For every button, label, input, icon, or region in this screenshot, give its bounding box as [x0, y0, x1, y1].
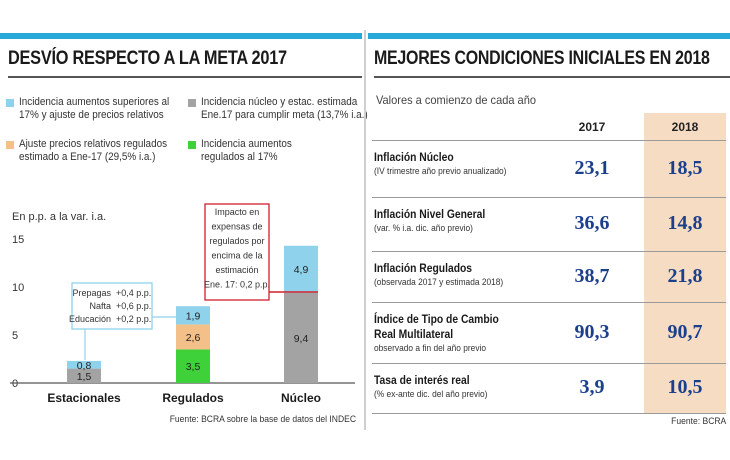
value-2018: 14,8 — [667, 212, 703, 234]
indicator-note: (var. % i.a. dic. año previo) — [374, 223, 473, 234]
legend-swatch — [6, 141, 14, 149]
value-2018: 21,8 — [667, 264, 703, 287]
data-label: 9,4 — [294, 333, 309, 345]
data-label: 1,9 — [186, 310, 201, 322]
col-header-2018: 2018 — [671, 120, 699, 134]
stacked-bar-chart: En p.p. a la var. i.a. 0 5 10 15 1,5 9,4 3,5 2,6… — [10, 203, 355, 405]
legend-item-superiores: Incidencia aumentos superiores al 17% y … — [6, 96, 186, 122]
row-divider — [372, 197, 726, 198]
callout-item-value: +0,2 p.p. — [116, 314, 151, 324]
y-tick-label: 5 — [12, 330, 18, 342]
impact-note-line: expensas de — [211, 222, 262, 232]
impact-note-line: regulados por — [209, 236, 264, 246]
indicator-label: Inflación Núcleo — [374, 150, 454, 164]
value-2017: 3,9 — [579, 376, 605, 398]
left-title: DESVÍO RESPECTO A LA META 2017 — [8, 48, 287, 69]
panel-divider — [364, 30, 366, 430]
right-source: Fuente: BCRA — [670, 416, 726, 427]
legend-swatch — [188, 99, 196, 107]
category-label: Regulados — [162, 391, 224, 405]
right-title: MEJORES CONDICIONES INICIALES EN 2018 — [374, 48, 710, 69]
bar-segment — [176, 349, 210, 383]
value-2017: 38,7 — [574, 264, 610, 287]
legend-line: regulados al 17% — [201, 151, 278, 163]
bar-segment — [284, 245, 318, 293]
indicator-label: Inflación Regulados — [374, 261, 473, 275]
y-axis-title: En p.p. a la var. i.a. — [12, 211, 106, 223]
row-divider — [372, 413, 726, 414]
indicator-note: (observada 2017 y estimada 2018) — [374, 277, 504, 288]
callout-item-name: Educación — [69, 314, 111, 324]
callout-item-value: +0,4 p.p. — [116, 288, 151, 298]
indicator-label: Real Multilateral — [374, 327, 454, 341]
bar-segment — [284, 292, 318, 383]
impact-note-line: Impacto en — [215, 207, 260, 217]
legend-swatch — [6, 99, 14, 107]
category-label: Núcleo — [281, 391, 321, 405]
y-tick-label: 0 — [12, 378, 18, 390]
data-label: 4,9 — [294, 264, 309, 276]
table-subtitle: Valores a comienzo de cada año — [376, 93, 536, 107]
value-2017: 90,3 — [574, 320, 610, 343]
impact-note-line: Ene. 17: 0,2 p.p. — [204, 280, 270, 290]
row-divider — [372, 140, 726, 141]
value-2018: 90,7 — [667, 320, 703, 343]
callout-item-name: Nafta — [89, 301, 111, 311]
y-tick-label: 10 — [12, 282, 24, 294]
title-rule — [374, 76, 730, 78]
indicator-label: Índice de Tipo de Cambio — [374, 312, 499, 326]
bar-segment — [176, 324, 210, 350]
y-tick-label: 15 — [12, 234, 24, 246]
data-label: 2,6 — [186, 332, 201, 344]
legend-line: Incidencia núcleo y estac. estimada — [201, 96, 358, 108]
bar-segment — [67, 360, 101, 369]
data-label: 1,5 — [77, 371, 92, 383]
value-2018: 10,5 — [667, 376, 703, 398]
bar-segment — [176, 306, 210, 325]
category-label: Estacionales — [47, 391, 121, 405]
callout-item-name: Prepagas — [72, 288, 111, 298]
value-2017: 36,6 — [574, 212, 610, 234]
left-source: Fuente: BCRA sobre la base de datos del … — [169, 414, 356, 425]
value-2018: 18,5 — [667, 156, 703, 179]
data-label: 0,8 — [77, 360, 92, 372]
callout-item-value: +0,6 p.p. — [116, 301, 151, 311]
legend-item-ajuste: Ajuste precios relativos regulados estim… — [6, 138, 183, 164]
legend-label: Incidencia aumentos superiores al 17% y … — [19, 96, 169, 122]
title-rule — [8, 76, 362, 78]
impact-note-box — [204, 203, 270, 301]
col-header-2017: 2017 — [578, 120, 606, 134]
indicator-note: observado a fin del año previo — [374, 343, 487, 354]
indicator-label: Inflación Nivel General — [374, 207, 486, 221]
row-divider — [372, 363, 726, 364]
legend-line: 17% y ajuste de precios relativos — [19, 109, 164, 121]
legend-item-nucleo: Incidencia núcleo y estac. estimada Ene.… — [188, 96, 386, 122]
accent-bar — [0, 33, 362, 39]
legend-line: Ajuste precios relativos regulados — [19, 138, 168, 150]
legend-label: Ajuste precios relativos regulados estim… — [19, 138, 167, 164]
legend-swatch — [188, 141, 196, 149]
impact-note-line: estimación — [215, 265, 258, 275]
legend-item-regulados: Incidencia aumentos regulados al 17% — [188, 138, 302, 164]
callout-box — [71, 282, 153, 330]
indicator-label: Tasa de interés real — [374, 373, 470, 387]
accent-bar — [368, 33, 730, 39]
value-2017: 23,1 — [574, 156, 610, 179]
indicator-note: (% ex-ante dic. del año previo) — [374, 389, 488, 400]
data-label: 3,5 — [186, 361, 201, 373]
legend-line: Incidencia aumentos superiores al — [19, 96, 170, 108]
indicator-note: (IV trimestre año previo anualizado) — [374, 166, 507, 177]
legend-line: Incidencia aumentos — [201, 138, 292, 150]
legend-line: Ene.17 para cumplir meta (13,7% i.a.) — [201, 109, 368, 121]
row-divider — [372, 251, 726, 252]
impact-note-line: encima de la — [211, 251, 262, 261]
bar-segment — [67, 368, 101, 383]
legend-line: estimado a Ene-17 (29,5% i.a.) — [19, 151, 156, 163]
legend-label: Incidencia aumentos regulados al 17% — [201, 138, 292, 164]
right-panel: MEJORES CONDICIONES INICIALES EN 2018 Va… — [368, 0, 730, 460]
legend-label: Incidencia núcleo y estac. estimada Ene.… — [201, 96, 368, 122]
row-divider — [372, 302, 726, 303]
left-panel: DESVÍO RESPECTO A LA META 2017 Incidenci… — [0, 0, 368, 460]
